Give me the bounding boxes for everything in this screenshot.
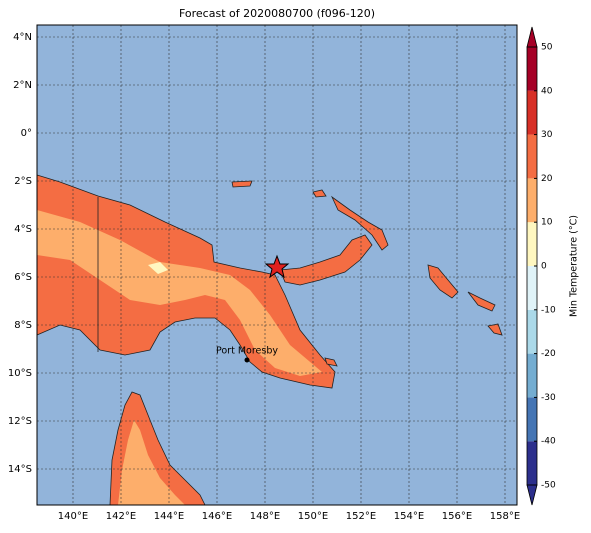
y-tick-label: 6°S bbox=[14, 272, 32, 283]
colorbar-tick-label: -50 bbox=[541, 481, 556, 491]
chart-title: Forecast of 2020080700 (f096-120) bbox=[179, 7, 375, 20]
colorbar-segment bbox=[527, 309, 537, 354]
colorbar-tick-label: 10 bbox=[541, 218, 553, 228]
x-tick-label: 142°E bbox=[106, 511, 136, 522]
colorbar-segment bbox=[527, 134, 537, 179]
x-tick-label: 152°E bbox=[346, 511, 376, 522]
colorbar-segment bbox=[527, 178, 537, 223]
colorbar-segment bbox=[527, 222, 537, 266]
colorbar-label: Min Temperature (°C) bbox=[569, 215, 580, 317]
x-tick-label: 156°E bbox=[442, 511, 472, 522]
colorbar-tick-label: 20 bbox=[541, 174, 553, 184]
x-tick-label: 148°E bbox=[250, 511, 280, 522]
island bbox=[312, 189, 327, 198]
island bbox=[487, 323, 503, 336]
y-tick-label: 14°S bbox=[8, 464, 32, 475]
colorbar-tick-label: -30 bbox=[541, 393, 556, 403]
new-britain bbox=[279, 234, 373, 286]
y-tick-label: 4°N bbox=[13, 32, 32, 43]
x-tick-label: 140°E bbox=[58, 511, 88, 522]
map-area bbox=[36, 25, 517, 506]
y-tick-label: 10°S bbox=[8, 368, 32, 379]
colorbar: -50 -40 -30 -20 -10 0 10 20 30 40 50 bbox=[526, 26, 556, 506]
grid bbox=[37, 25, 517, 505]
y-tick-label: 12°S bbox=[8, 416, 32, 427]
colorbar-tick-label: 0 bbox=[541, 262, 547, 272]
colorbar-segment bbox=[527, 266, 537, 310]
x-tick-label: 154°E bbox=[394, 511, 424, 522]
colorbar-segment bbox=[527, 397, 537, 442]
colorbar-tick-label: 30 bbox=[541, 130, 553, 140]
x-tick-label: 150°E bbox=[298, 511, 328, 522]
colorbar-segment bbox=[527, 353, 537, 398]
colorbar-extend-bottom bbox=[526, 484, 538, 506]
colorbar-tick-label: -10 bbox=[541, 305, 556, 315]
colorbar-tick-label: 50 bbox=[541, 43, 553, 53]
map-frame bbox=[36, 24, 518, 506]
new-ireland bbox=[330, 195, 389, 251]
colorbar-segment bbox=[527, 47, 537, 91]
colorbar-tick-label: -20 bbox=[541, 349, 556, 359]
place-label: Port Moresby bbox=[216, 346, 278, 357]
island bbox=[324, 357, 338, 367]
colorbar-tick-label: -40 bbox=[541, 437, 556, 447]
colorbar-extend-top bbox=[526, 26, 538, 48]
island bbox=[467, 291, 496, 312]
warm-zone bbox=[118, 420, 185, 505]
y-tick-label: 0° bbox=[21, 128, 32, 139]
y-tick-label: 8°S bbox=[14, 320, 32, 331]
y-tick-label: 2°S bbox=[14, 176, 32, 187]
x-tick-label: 158°E bbox=[490, 511, 520, 522]
colorbar-tick-label: 40 bbox=[541, 86, 553, 96]
colorbar-segment bbox=[527, 90, 537, 135]
station-star bbox=[264, 254, 290, 279]
x-tick-label: 146°E bbox=[202, 511, 232, 522]
place-marker bbox=[244, 357, 250, 363]
colorbar-segment bbox=[527, 441, 537, 485]
warm-zone bbox=[37, 210, 322, 376]
y-tick-label: 2°N bbox=[13, 80, 32, 91]
x-tick-label: 144°E bbox=[154, 511, 184, 522]
y-tick-label: 4°S bbox=[14, 224, 32, 235]
island bbox=[427, 264, 459, 299]
island bbox=[231, 180, 253, 188]
cool-spot bbox=[148, 262, 168, 274]
